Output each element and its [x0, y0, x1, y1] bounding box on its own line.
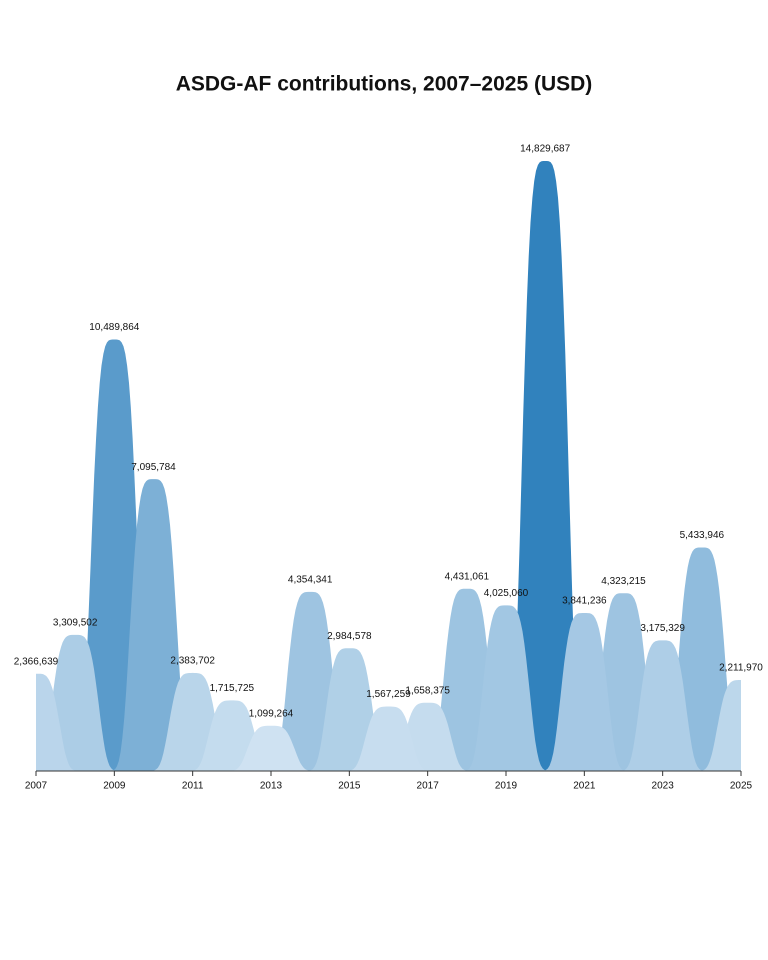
area-bump	[333, 706, 444, 771]
value-label: 7,095,784	[131, 462, 176, 473]
value-label: 1,567,259	[366, 689, 411, 700]
value-label: 4,431,061	[445, 571, 490, 582]
value-label: 3,175,329	[640, 623, 685, 634]
x-tick-label: 2011	[182, 781, 204, 792]
x-tick-label: 2013	[260, 781, 283, 792]
value-label: 4,323,215	[601, 576, 646, 587]
value-label: 4,354,341	[288, 575, 333, 586]
area-bump	[451, 605, 561, 771]
value-label: 14,829,687	[520, 144, 570, 155]
x-tick-label: 2009	[103, 781, 126, 792]
value-label: 3,309,502	[53, 618, 98, 629]
value-label: 1,715,725	[210, 683, 255, 694]
value-label: 2,366,639	[14, 656, 59, 667]
value-label: 1,658,375	[405, 685, 450, 696]
area-bump	[36, 673, 91, 771]
x-tick-label: 2007	[25, 781, 48, 792]
value-label: 1,099,264	[249, 708, 294, 719]
area-bump	[529, 613, 640, 771]
value-label: 2,383,702	[170, 656, 215, 667]
area-bump	[647, 547, 741, 771]
area-bump	[216, 725, 326, 771]
x-tick-label: 2017	[417, 781, 440, 792]
x-tick-label: 2025	[730, 781, 753, 792]
chart-title: ASDG-AF contributions, 2007–2025 (USD)	[176, 73, 593, 96]
value-label: 10,489,864	[89, 322, 139, 333]
x-tick-label: 2015	[338, 781, 361, 792]
value-label: 4,025,060	[484, 588, 529, 599]
x-tick-label: 2019	[495, 781, 518, 792]
value-label: 3,841,236	[562, 596, 607, 607]
value-label: 2,211,970	[719, 663, 763, 674]
area-bump	[607, 640, 718, 771]
x-tick-label: 2023	[652, 781, 675, 792]
area-bump	[686, 680, 741, 771]
x-tick-label: 2021	[573, 781, 596, 792]
value-label: 2,984,578	[327, 631, 372, 642]
value-label: 5,433,946	[680, 530, 725, 541]
